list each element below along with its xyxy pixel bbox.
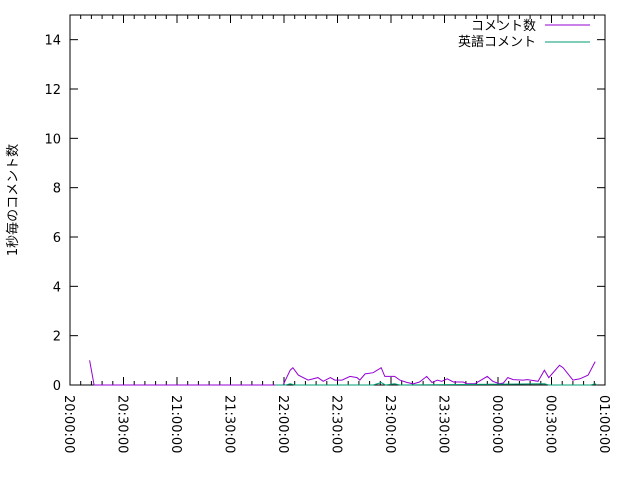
x-tick-label: 01:00:00 — [596, 395, 611, 453]
y-tick-label: 10 — [44, 132, 61, 147]
x-tick-label: 00:00:00 — [489, 395, 504, 453]
series-layer — [89, 360, 598, 386]
x-tick-label: 20:30:00 — [115, 395, 130, 453]
y-tick-label: 12 — [44, 83, 61, 98]
x-tick-label: 21:00:00 — [168, 395, 183, 453]
x-tick-label: 23:00:00 — [382, 395, 397, 453]
y-tick-label: 6 — [53, 231, 61, 246]
y-tick-label: 0 — [53, 379, 61, 394]
y-tick-label: 4 — [53, 280, 61, 295]
legend-label-comments: コメント数 — [471, 19, 536, 34]
y-tick-label: 14 — [44, 34, 61, 49]
axes: 0 2 4 6 8 10 12 14 20:00:00 20:30:00 21:00:00 21:30… — [44, 14, 611, 453]
legend-label-english-comments: 英語コメント — [458, 34, 536, 50]
x-tick-label: 22:00:00 — [275, 395, 290, 453]
series-0 — [89, 360, 596, 386]
x-tick-label: 21:30:00 — [222, 395, 237, 453]
plot-border — [69, 14, 606, 386]
x-tick-label: 22:30:00 — [329, 395, 344, 453]
series-line — [89, 360, 596, 386]
x-tick-label: 20:00:00 — [61, 395, 76, 453]
y-tick-label: 8 — [53, 182, 61, 197]
x-tick-label: 00:30:00 — [543, 395, 558, 453]
x-tick-label: 23:30:00 — [436, 395, 451, 453]
y-tick-label: 2 — [53, 330, 61, 345]
y-axis-label: 1秒毎のコメント数 — [5, 144, 21, 256]
series-line — [275, 381, 598, 386]
series-1 — [275, 381, 598, 386]
legend: コメント数 英語コメント — [458, 19, 590, 50]
